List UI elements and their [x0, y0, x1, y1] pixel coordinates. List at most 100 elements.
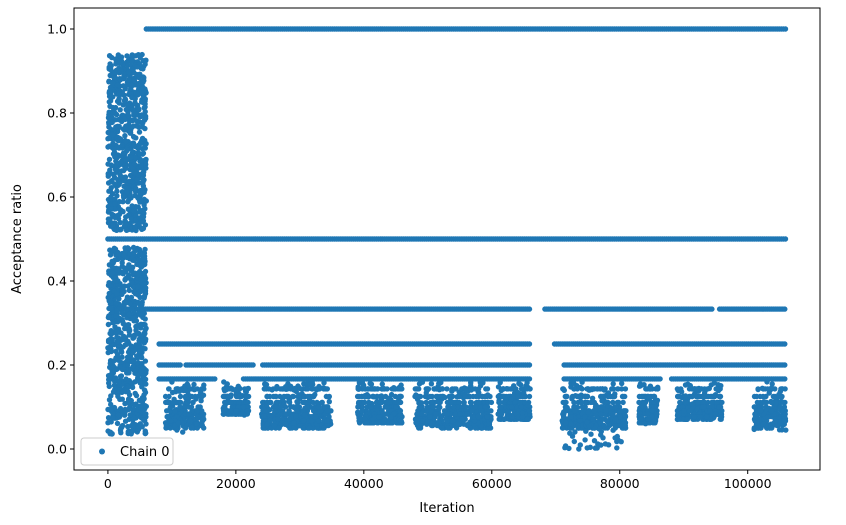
cluster-point	[476, 399, 482, 405]
cluster-point	[434, 422, 440, 429]
band-point	[250, 362, 256, 368]
cluster-point	[131, 169, 138, 176]
cluster-point	[385, 399, 392, 406]
cluster-point	[129, 58, 135, 64]
cluster-point	[114, 351, 121, 358]
cluster-point	[141, 256, 148, 262]
cluster-point	[141, 105, 147, 111]
cluster-point	[362, 394, 368, 400]
cluster-point	[132, 224, 138, 231]
cluster-point	[163, 399, 169, 406]
cluster-point	[125, 384, 131, 390]
cluster-point	[368, 404, 374, 410]
cluster-point	[135, 106, 142, 112]
cluster-point	[137, 189, 143, 196]
cluster-point	[450, 404, 457, 410]
cluster-point	[190, 399, 196, 406]
cluster-point	[444, 418, 451, 424]
cluster-point	[236, 399, 242, 406]
cluster-point	[389, 420, 395, 426]
cluster-point	[113, 275, 119, 281]
cluster-point	[113, 313, 119, 319]
cluster-point	[377, 399, 384, 406]
cluster-point	[184, 382, 190, 388]
cluster-point	[123, 125, 130, 131]
cluster-point	[321, 425, 327, 431]
cluster-point	[117, 373, 124, 380]
cluster-point	[123, 341, 129, 347]
cluster-point	[142, 346, 148, 352]
cluster-point	[177, 393, 184, 400]
cluster-point	[129, 82, 136, 89]
cluster-point	[142, 96, 148, 102]
cluster-point	[141, 77, 147, 84]
cluster-point	[131, 257, 137, 263]
cluster-point	[108, 206, 114, 212]
cluster-point	[115, 251, 121, 257]
cluster-point	[164, 414, 170, 420]
cluster-point	[172, 399, 178, 406]
cluster-point	[110, 222, 116, 228]
cluster-point	[296, 423, 303, 429]
cluster-point	[191, 381, 197, 388]
cluster-point	[290, 393, 297, 400]
cluster-point	[131, 142, 137, 149]
cluster-point	[120, 284, 126, 290]
cluster-point	[380, 385, 387, 392]
cluster-point	[359, 408, 365, 414]
cluster-point	[167, 418, 174, 424]
cluster-point	[270, 386, 276, 392]
cluster-point	[425, 386, 431, 392]
cluster-point	[196, 393, 202, 399]
cluster-point	[143, 165, 149, 171]
cluster-point	[142, 411, 148, 417]
cluster-point	[381, 418, 388, 424]
cluster-point	[427, 393, 433, 400]
cluster-point	[436, 381, 442, 387]
cluster-point	[301, 412, 308, 418]
cluster-point	[134, 64, 140, 70]
cluster-point	[398, 418, 404, 424]
cluster-point	[366, 399, 372, 406]
cluster-point	[142, 358, 149, 364]
cluster-point	[131, 78, 138, 84]
cluster-point	[414, 386, 420, 392]
band-point	[212, 376, 218, 382]
cluster-point	[119, 310, 125, 316]
cluster-point	[137, 325, 144, 331]
cluster-point	[106, 314, 112, 320]
cluster-point	[133, 185, 139, 192]
cluster-point	[137, 288, 144, 295]
cluster-point	[272, 408, 278, 414]
cluster-point	[416, 425, 422, 431]
cluster-point	[189, 424, 195, 431]
cluster-point	[131, 358, 137, 365]
band-point	[526, 306, 533, 312]
cluster-point	[106, 88, 113, 95]
cluster-point	[324, 418, 330, 424]
cluster-point	[276, 425, 282, 431]
cluster-point	[467, 425, 473, 431]
cluster-point	[137, 151, 143, 157]
cluster-point	[295, 399, 301, 406]
cluster-point	[138, 157, 144, 164]
cluster-point	[177, 404, 183, 410]
cluster-point	[114, 339, 120, 345]
cluster-point	[143, 421, 149, 427]
cluster-point	[121, 409, 128, 416]
cluster-point	[136, 145, 143, 151]
cluster-point	[141, 117, 148, 123]
cluster-point	[108, 162, 114, 168]
cluster-point	[119, 75, 126, 82]
cluster-point	[141, 396, 147, 402]
cluster-point	[106, 280, 112, 286]
cluster-point	[110, 109, 116, 115]
band-point	[782, 26, 789, 32]
cluster-point	[136, 215, 143, 221]
cluster-point	[237, 393, 243, 400]
cluster-point	[117, 60, 123, 66]
cluster-point	[283, 384, 289, 390]
cluster-point	[108, 328, 114, 334]
cluster-point	[397, 386, 404, 392]
